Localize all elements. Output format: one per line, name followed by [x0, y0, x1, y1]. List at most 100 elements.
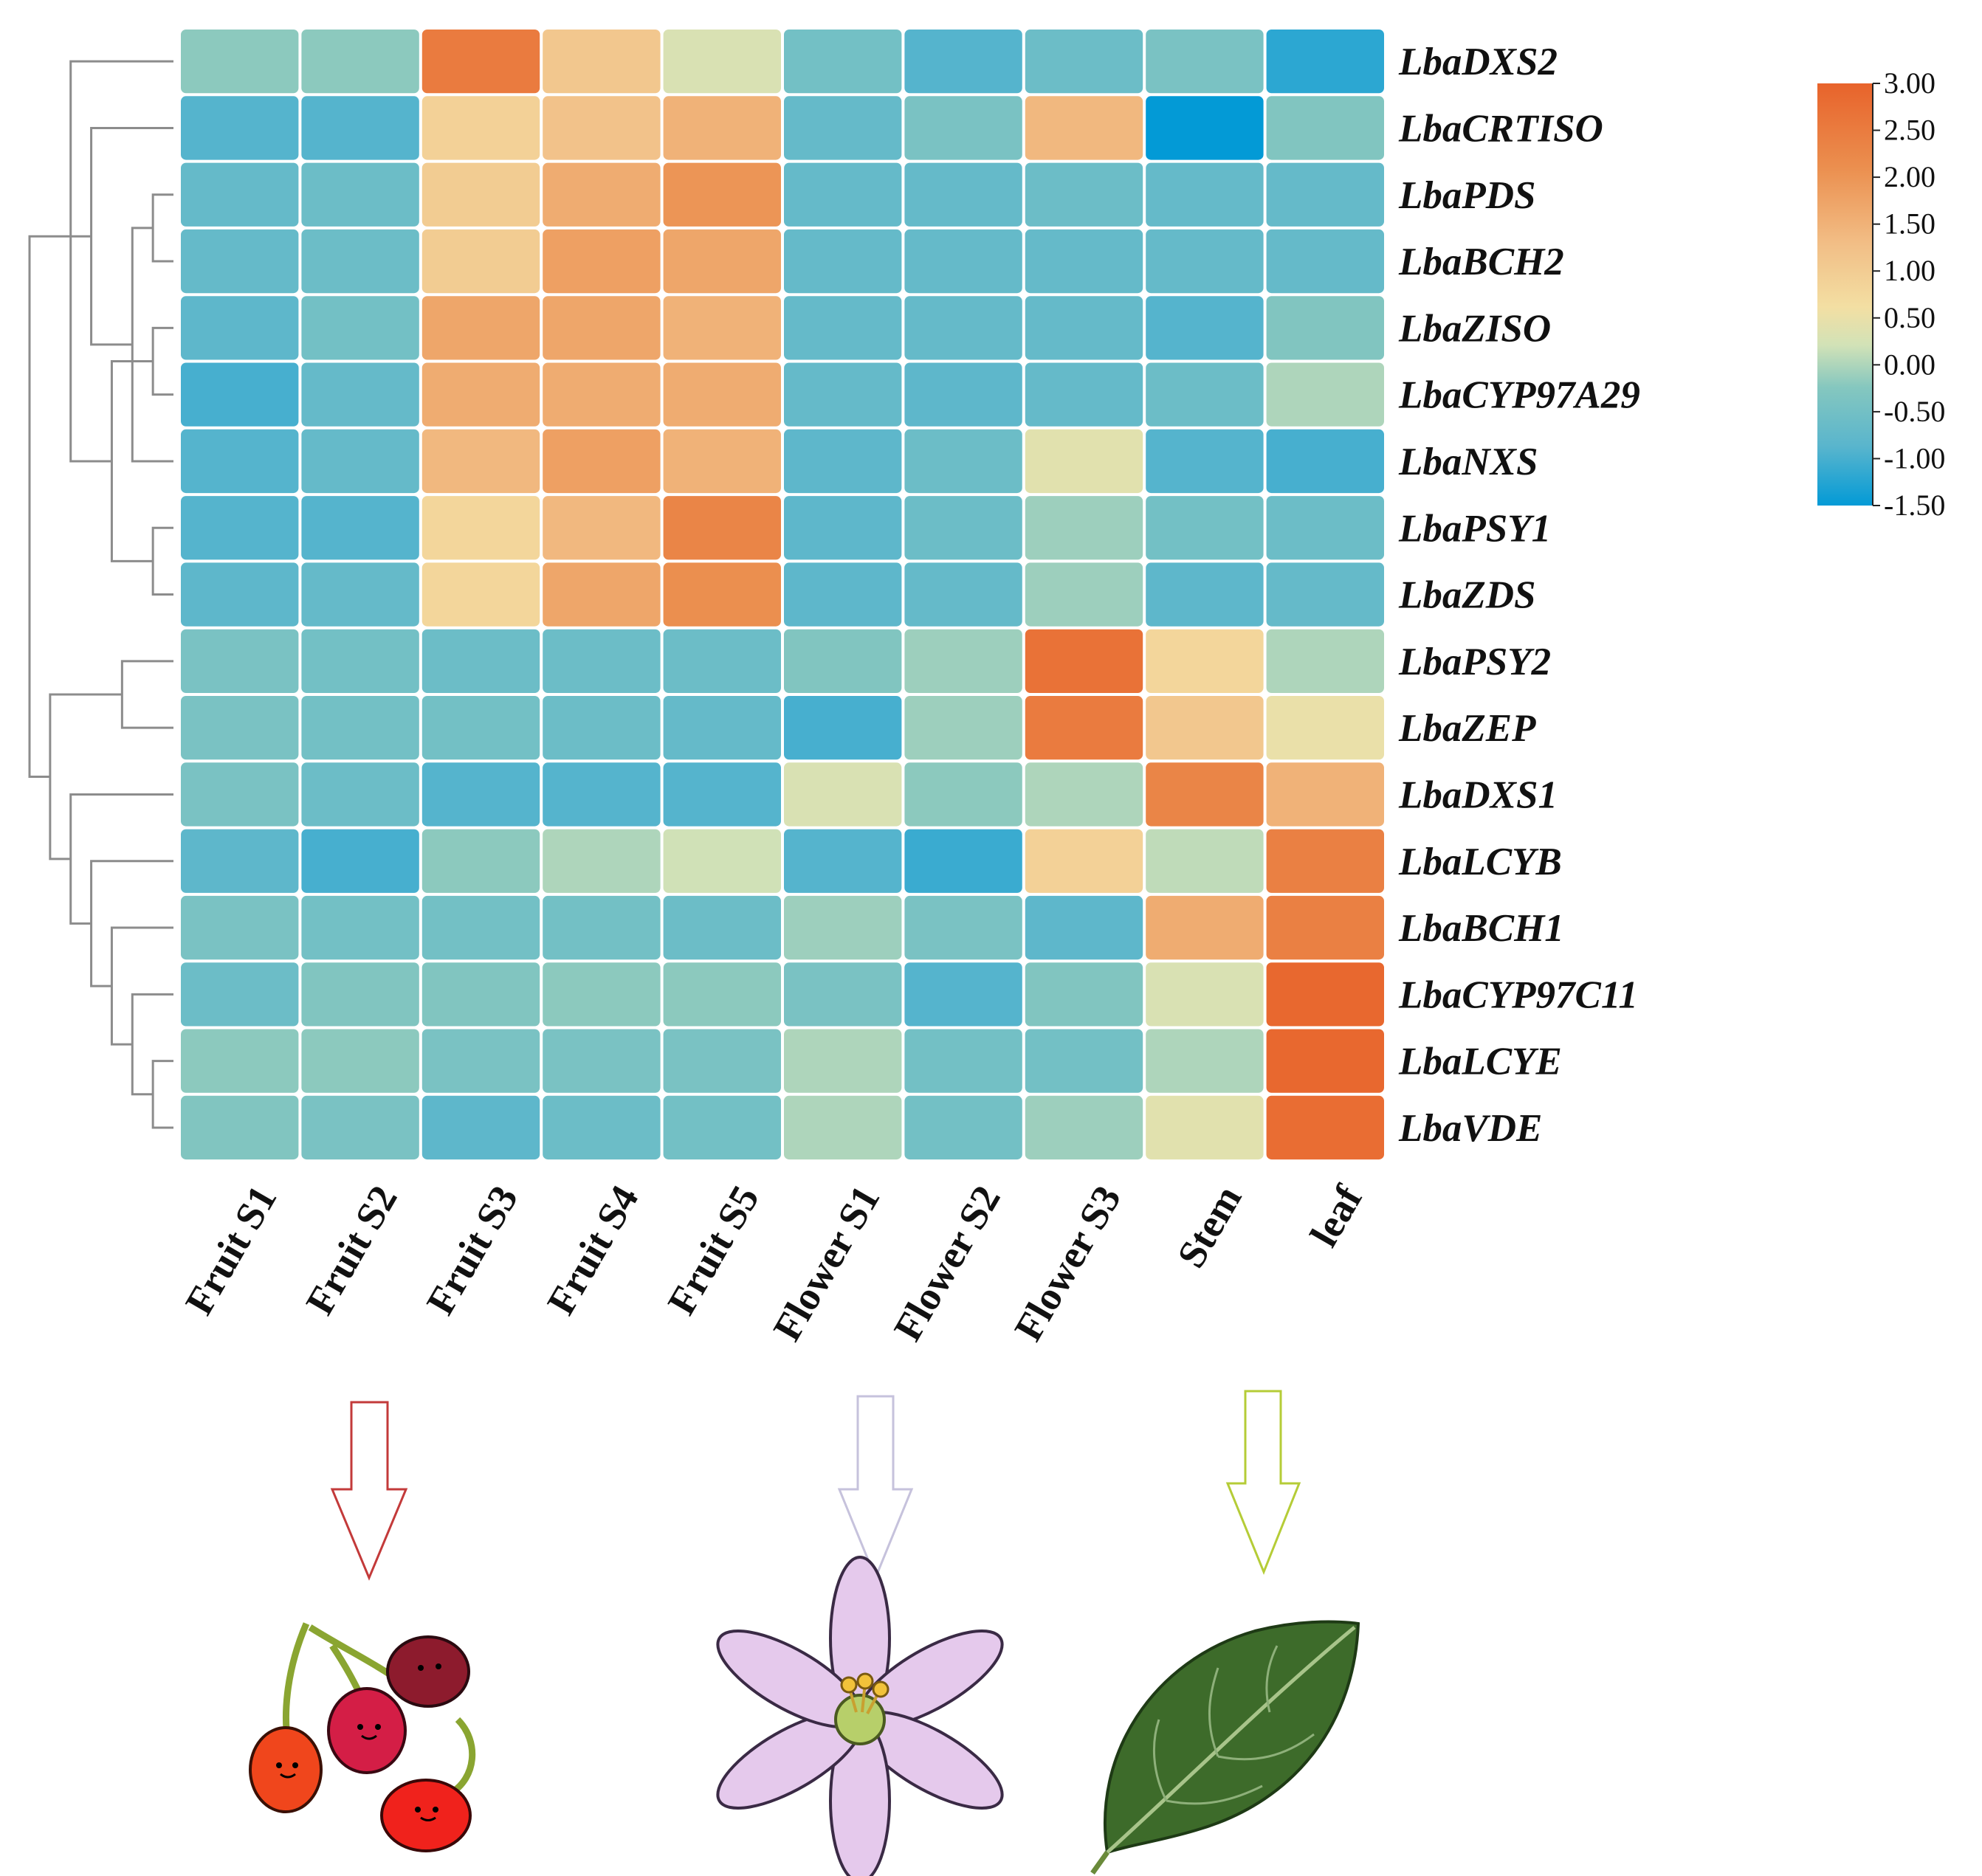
heatmap-cell	[301, 229, 419, 294]
heatmap-cell	[784, 696, 902, 760]
heatmap-cell	[543, 296, 661, 360]
heatmap-cell	[421, 962, 540, 1027]
heatmap-cell	[301, 762, 419, 827]
heatmap-cell	[421, 162, 540, 227]
heatmap-cell	[543, 962, 661, 1027]
row-label: LbaLCYB	[1398, 841, 1562, 883]
heatmap-cell	[1266, 1095, 1384, 1160]
heatmap-cell	[784, 962, 902, 1027]
heatmap-cell	[663, 296, 781, 360]
heatmap-cell	[663, 362, 781, 427]
heatmap-cell	[1266, 829, 1384, 893]
heatmap-cell	[904, 895, 1022, 960]
heatmap-cell	[784, 895, 902, 960]
heatmap-cell	[301, 429, 419, 494]
row-label: LbaDXS2	[1398, 41, 1558, 83]
heatmap-cell	[784, 629, 902, 693]
heatmap-cell	[904, 1095, 1022, 1160]
column-label: Fruit S2	[297, 1178, 406, 1322]
colorbar-tick-label: -0.50	[1884, 395, 1945, 428]
heatmap-cell	[421, 429, 540, 494]
heatmap-cell	[301, 962, 419, 1027]
heatmap-cell	[663, 1029, 781, 1093]
row-label: LbaCYP97C11	[1398, 973, 1638, 1016]
heatmap-cell	[421, 696, 540, 760]
colorbar-tick-label: -1.00	[1884, 441, 1945, 475]
heatmap-cell	[1266, 296, 1384, 360]
heatmap-cell	[904, 229, 1022, 294]
dendrogram-branch	[151, 526, 173, 596]
heatmap-cell	[663, 562, 781, 627]
heatmap-cell	[301, 1095, 419, 1160]
column-label: Flower S3	[1005, 1178, 1129, 1348]
heatmap-cell	[904, 629, 1022, 693]
heatmap-cell	[1146, 962, 1264, 1027]
heatmap-cell	[1146, 429, 1264, 494]
group-arrows	[330, 1390, 1301, 1581]
heatmap-cell	[181, 1029, 299, 1093]
heatmap-cell	[1266, 895, 1384, 960]
heatmap-cell	[1266, 696, 1384, 760]
heatmap-cell	[181, 30, 299, 94]
heatmap-cell	[301, 696, 419, 760]
heatmap-cell	[301, 496, 419, 560]
heatmap-cell	[421, 496, 540, 560]
heatmap-cell	[181, 496, 299, 560]
heatmap-cell	[543, 30, 661, 94]
heatmap-cell	[1146, 229, 1264, 294]
heatmap-cell	[421, 629, 540, 693]
heatmap-cell	[301, 895, 419, 960]
heatmap-cell	[301, 829, 419, 893]
heatmap-cell	[301, 562, 419, 627]
dendrogram-branch	[151, 193, 173, 263]
colorbar-tick-label: 2.50	[1884, 114, 1935, 147]
heatmap-cell	[663, 762, 781, 827]
heatmap-cell	[421, 229, 540, 294]
dendrogram-branch	[151, 326, 173, 396]
heatmap-cell	[904, 296, 1022, 360]
heatmap-cell	[1146, 30, 1264, 94]
heatmap-cell	[1025, 429, 1143, 494]
row-label: LbaBCH1	[1398, 907, 1564, 950]
heatmap-cell	[784, 1095, 902, 1160]
heatmap-cell	[181, 362, 299, 427]
heatmap-cell	[1146, 496, 1264, 560]
heatmap-cell	[904, 696, 1022, 760]
heatmap-cell	[1025, 895, 1143, 960]
dendrogram-branch	[49, 693, 123, 861]
heatmap-cell	[1025, 762, 1143, 827]
heatmap-cell	[301, 30, 419, 94]
heatmap-cell	[421, 829, 540, 893]
heatmap-cell	[181, 429, 299, 494]
heatmap-cell	[663, 162, 781, 227]
heatmap-cell	[421, 296, 540, 360]
heatmap-cell	[904, 496, 1022, 560]
row-label: LbaDXS1	[1398, 774, 1558, 817]
row-label: LbaLCYE	[1398, 1041, 1562, 1083]
heatmap-cell	[904, 162, 1022, 227]
heatmap-cell	[1266, 496, 1384, 560]
heatmap-cell	[1146, 629, 1264, 693]
heatmap-cell	[1146, 162, 1264, 227]
row-label: LbaCRTISO	[1398, 108, 1603, 151]
heatmap-cell	[543, 429, 661, 494]
leaf-arrow	[1225, 1390, 1301, 1576]
heatmap-cell	[1146, 696, 1264, 760]
row-labels: LbaDXS2 LbaCRTISO LbaPDS LbaBCH2 LbaZISO LbaC…	[1398, 41, 1640, 1150]
heatmap-cell	[663, 1095, 781, 1160]
column-label: Flower S1	[765, 1178, 889, 1348]
heatmap-cell	[421, 895, 540, 960]
heatmap-cell	[543, 762, 661, 827]
heatmap-cell	[784, 162, 902, 227]
heatmap-cell	[784, 30, 902, 94]
heatmap-cell	[543, 696, 661, 760]
heatmap-cell	[663, 829, 781, 893]
heatmap-cell	[904, 829, 1022, 893]
heatmap-cells	[181, 30, 1384, 1160]
heatmap-cell	[784, 96, 902, 160]
row-label: LbaNXS	[1398, 441, 1538, 483]
column-label: Fruit S5	[659, 1178, 768, 1322]
column-label: Fruit S4	[538, 1178, 647, 1322]
dendrogram-branch	[28, 235, 92, 778]
